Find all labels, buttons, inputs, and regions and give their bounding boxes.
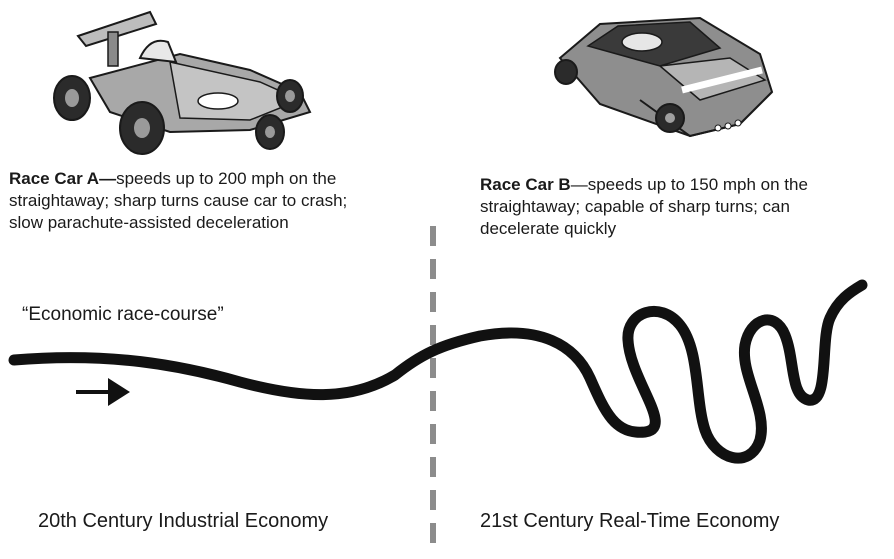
era-label-real-time: 21st Century Real-Time Economy	[480, 510, 780, 532]
era-label-industrial: 20th Century Industrial Economy	[38, 510, 329, 532]
direction-arrow-icon	[76, 378, 130, 406]
race-car-b-caption: Race Car B—speeds up to 150 mph on the s…	[480, 174, 850, 240]
race-car-b-description: speeds up to 150 mph on the straightaway…	[480, 175, 808, 238]
race-course-path	[8, 279, 868, 464]
race-car-a-illustration	[53, 10, 312, 155]
race-car-a-name: Race Car A	[9, 169, 100, 188]
race-car-b-dash: —	[570, 175, 588, 194]
course-label: “Economic race-course”	[22, 304, 224, 325]
race-car-b-name: Race Car B	[480, 175, 571, 194]
race-car-a-dash: —	[99, 169, 117, 188]
race-car-a-caption: Race Car A—speeds up to 200 mph on the s…	[9, 168, 349, 234]
race-car-a-description: speeds up to 200 mph on the straightaway…	[9, 169, 348, 232]
race-car-b-illustration	[554, 16, 774, 138]
